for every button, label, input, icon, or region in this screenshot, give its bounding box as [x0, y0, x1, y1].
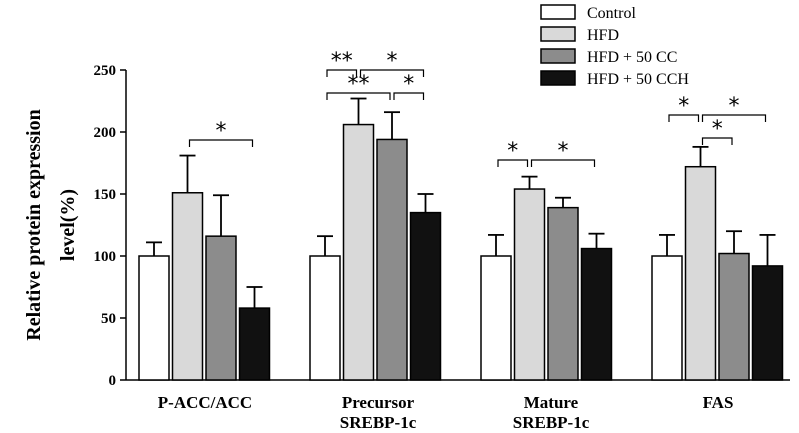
significance-label: **	[348, 72, 370, 97]
significance-bracket	[701, 114, 767, 122]
bar	[342, 123, 375, 381]
x-category-label: P-ACC/ACC	[158, 393, 252, 412]
significance-label: *	[216, 119, 227, 144]
x-category-label-line: SREBP-1c	[513, 413, 590, 432]
legend-swatch	[540, 4, 576, 20]
significance-bracket	[326, 69, 358, 77]
y-tick-label: 100	[94, 249, 117, 265]
x-category-label-line: FAS	[703, 393, 734, 412]
x-category-label-line: SREBP-1c	[340, 413, 417, 432]
y-axis-title: Relative protein expression level(%)	[23, 109, 79, 340]
error-bars	[146, 97, 776, 309]
bar	[205, 235, 237, 381]
bar	[480, 255, 512, 381]
bar	[171, 192, 204, 381]
legend-swatch	[540, 70, 576, 86]
bar	[376, 138, 408, 381]
bar	[751, 265, 784, 381]
bar	[138, 255, 170, 381]
bar	[547, 206, 579, 381]
legend-label: HFD + 50 CCH	[587, 71, 689, 88]
bar	[651, 255, 683, 381]
y-axis-title-line: Relative protein expression	[23, 109, 45, 340]
bar	[580, 247, 613, 381]
y-tick-label: 250	[94, 63, 117, 79]
x-category-label-line: Precursor	[342, 393, 415, 412]
y-tick-label: 0	[109, 373, 117, 389]
significance-bracket	[359, 69, 425, 77]
bars	[138, 123, 784, 381]
significance-label: *	[678, 94, 689, 119]
y-axis-label: Relative protein expression level(%)	[23, 109, 79, 340]
legend-label: Control	[587, 5, 636, 22]
significance-bracket	[530, 159, 596, 167]
significance-label: **	[331, 49, 353, 74]
y-tick-label: 200	[94, 125, 117, 141]
y-tick-label: 50	[101, 311, 116, 327]
y-axis: 0 50 100 150 200 250	[94, 63, 127, 389]
significance-bracket	[393, 92, 425, 100]
significance-bracket	[701, 137, 733, 145]
legend: Control HFD HFD + 50 CC HFD + 50 CCH	[540, 4, 689, 88]
bar	[684, 165, 717, 381]
y-axis-title-line: level(%)	[57, 189, 79, 261]
bar	[238, 307, 271, 381]
significance-label: *	[403, 72, 414, 97]
significance-bracket	[497, 159, 529, 167]
significance-label: *	[507, 139, 518, 164]
y-tick-label: 150	[94, 187, 117, 203]
x-category-label-line: Mature	[524, 393, 579, 412]
x-category-label-line: P-ACC/ACC	[158, 393, 252, 412]
significance-bracket	[188, 139, 254, 147]
x-category-label: Precursor SREBP-1c	[340, 393, 417, 432]
bar	[309, 255, 341, 381]
significance-label: *	[712, 117, 723, 142]
legend-label: HFD	[587, 27, 619, 44]
legend-label: HFD + 50 CC	[587, 49, 677, 66]
x-category-label: FAS	[703, 393, 734, 412]
significance-label: *	[558, 139, 569, 164]
significance-bracket	[326, 92, 391, 100]
significance-brackets: *** *** ** ** **	[188, 49, 767, 167]
significance-label: *	[729, 94, 740, 119]
bar	[718, 252, 750, 381]
legend-swatch	[540, 26, 576, 42]
bar	[409, 211, 442, 381]
x-category-label: Mature SREBP-1c	[513, 393, 590, 432]
bar	[513, 188, 546, 381]
legend-swatch	[540, 48, 576, 64]
significance-label: *	[387, 49, 398, 74]
significance-bracket	[668, 114, 700, 122]
